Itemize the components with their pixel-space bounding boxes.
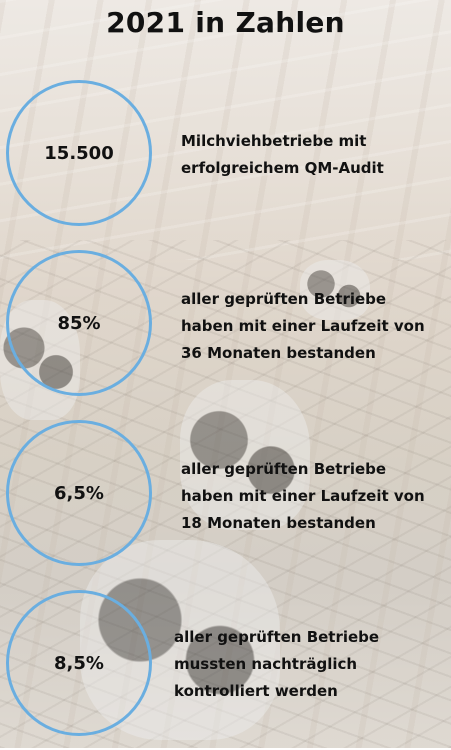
stat-description: aller geprüften Betriebe mussten nachträ… <box>174 624 379 705</box>
stat-description-line: aller geprüften Betriebe <box>181 460 387 478</box>
stat-item: 15.500 Milchviehbetriebe mit erfolgreich… <box>0 80 451 240</box>
stat-value: 85% <box>57 312 101 334</box>
stat-description-line: Milchviehbetriebe mit <box>181 132 367 150</box>
stat-description-line: haben mit einer Laufzeit von <box>181 317 425 335</box>
stat-description-line: 36 Monaten bestanden <box>181 344 376 362</box>
cow-image <box>300 260 370 320</box>
stat-item: 8,5% aller geprüften Betriebe mussten na… <box>0 590 451 750</box>
stat-description: aller geprüften Betriebe haben mit einer… <box>181 286 425 367</box>
stat-description-line: erfolgreichem QM-Audit <box>181 159 384 177</box>
stat-description-line: kontrolliert werden <box>174 682 338 700</box>
stat-description-line: mussten nachträglich <box>174 655 358 673</box>
stat-value: 8,5% <box>54 652 104 674</box>
page-title: 2021 in Zahlen <box>106 6 345 39</box>
stat-circle: 6,5% <box>6 420 152 566</box>
stat-value: 6,5% <box>54 482 104 504</box>
stat-circle: 15.500 <box>6 80 152 226</box>
stat-circle: 85% <box>6 250 152 396</box>
stat-description: Milchviehbetriebe mit erfolgreichem QM-A… <box>181 128 384 182</box>
stat-description-line: aller geprüften Betriebe <box>174 628 380 646</box>
stat-description: aller geprüften Betriebe haben mit einer… <box>181 456 425 537</box>
stat-circle: 8,5% <box>6 590 152 736</box>
stat-description-line: aller geprüften Betriebe <box>181 290 387 308</box>
stat-value: 15.500 <box>44 142 114 164</box>
cow-image <box>180 380 310 530</box>
stat-item: 6,5% aller geprüften Betriebe haben mit … <box>0 420 451 580</box>
stat-description-line: 18 Monaten bestanden <box>181 514 376 532</box>
stat-item: 85% aller geprüften Betriebe haben mit e… <box>0 250 451 410</box>
stat-description-line: haben mit einer Laufzeit von <box>181 487 425 505</box>
